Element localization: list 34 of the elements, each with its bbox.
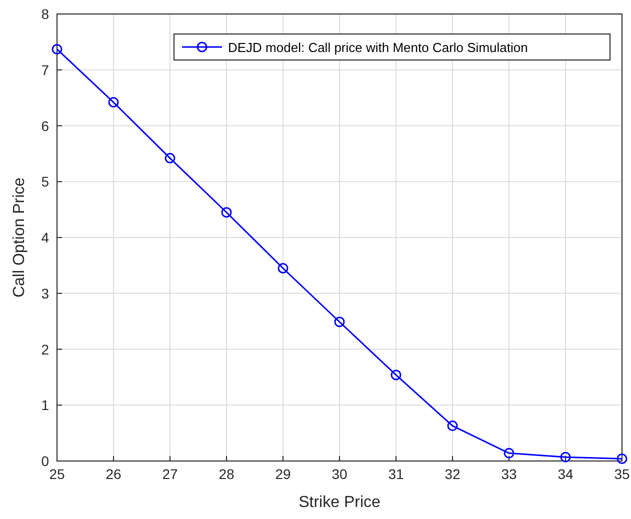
legend-label: DEJD model: Call price with Mento Carlo Simulation [228, 40, 528, 55]
point [108, 97, 119, 108]
point [560, 452, 571, 462]
y-tick-label: 8 [41, 6, 50, 22]
x-tick-label: 33 [501, 466, 517, 482]
x-tick-label: 32 [444, 466, 460, 482]
point [616, 454, 628, 464]
point [504, 448, 514, 458]
y-tick-label: 6 [41, 118, 50, 134]
y-tick-label: 0 [41, 453, 50, 469]
point [278, 262, 288, 274]
x-tick-label: 29 [275, 466, 291, 482]
y-tick-label: 1 [41, 397, 50, 414]
y-tick-label: 5 [41, 174, 50, 190]
x-tick-label: 35 [614, 466, 630, 482]
x-axis-title: Strike Price [298, 494, 380, 511]
x-tick-label: 25 [49, 466, 65, 482]
point [334, 316, 345, 328]
point [390, 370, 402, 380]
x-tick-label: 30 [332, 466, 348, 482]
x-tick-label: 26 [106, 466, 122, 482]
y-axis-title: Call Option Price [11, 177, 28, 298]
y-tick-label: 3 [41, 285, 50, 302]
x-tick-label: 27 [162, 466, 178, 482]
x-tick-label: 34 [558, 466, 574, 482]
y-tick-label: 4 [41, 230, 50, 246]
point [52, 44, 62, 54]
point [164, 152, 176, 164]
y-tick-label: 2 [41, 341, 50, 358]
x-tick-label: 28 [218, 466, 234, 482]
y-tick-label: 7 [41, 62, 50, 78]
point [221, 207, 232, 218]
x-tick-label: 31 [388, 466, 404, 482]
point [447, 420, 458, 432]
